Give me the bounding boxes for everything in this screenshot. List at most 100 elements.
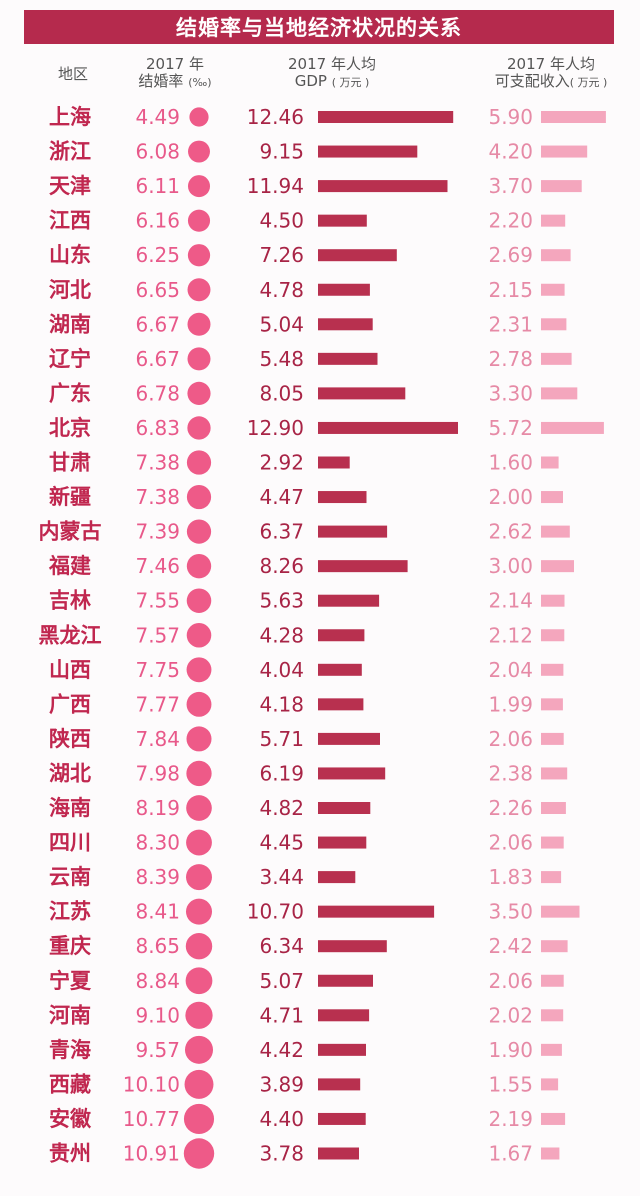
- income-bar: [541, 594, 565, 607]
- income-bar: [541, 387, 578, 400]
- gdp-bar: [318, 732, 380, 745]
- region-label: 安徽: [49, 1107, 92, 1131]
- gdp-bar: [318, 905, 435, 918]
- income-bar: [541, 180, 582, 193]
- rate-dot: [186, 588, 212, 613]
- header-income-line2: 可支配收入( 万元 ): [466, 73, 636, 91]
- income-bar: [541, 871, 562, 884]
- header-gdp-unit: ( 万元 ): [331, 76, 370, 89]
- rate-dot: [189, 107, 209, 127]
- income-value-label: 2.06: [488, 831, 533, 855]
- region-label: 青海: [49, 1038, 91, 1062]
- gdp-value-label: 5.48: [259, 347, 304, 371]
- income-bar: [541, 663, 564, 676]
- income-value-label: 1.99: [488, 692, 533, 716]
- header-rate-label: 结婚率: [138, 72, 184, 90]
- rate-dot: [187, 209, 211, 232]
- gdp-bar: [318, 1009, 370, 1022]
- income-bar: [541, 421, 604, 434]
- gdp-value-label: 5.71: [259, 727, 304, 751]
- rate-value-label: 10.77: [123, 1107, 180, 1131]
- income-value-label: 1.67: [488, 1142, 533, 1166]
- gdp-value-label: 4.45: [259, 831, 304, 855]
- income-bar: [541, 1112, 566, 1125]
- rate-dot: [184, 1069, 214, 1099]
- gdp-bar: [318, 1078, 361, 1091]
- rate-value-label: 6.83: [135, 416, 180, 440]
- gdp-value-label: 3.44: [259, 865, 304, 889]
- rate-dot: [187, 175, 211, 198]
- region-label: 广东: [49, 381, 91, 405]
- income-bar: [541, 525, 570, 538]
- gdp-bar: [318, 560, 408, 573]
- income-value-label: 2.15: [488, 278, 533, 302]
- gdp-bar: [318, 249, 397, 262]
- rate-value-label: 7.57: [135, 623, 180, 647]
- income-value-label: 3.30: [488, 381, 533, 405]
- region-label: 上海: [49, 105, 91, 129]
- gdp-bar: [318, 871, 356, 884]
- rate-value-label: 8.39: [135, 865, 180, 889]
- rate-value-label: 9.10: [135, 1003, 180, 1027]
- rate-dot: [187, 278, 211, 302]
- rate-dot: [186, 484, 212, 510]
- income-value-label: 2.31: [488, 312, 533, 336]
- income-bar: [541, 1078, 559, 1091]
- income-value-label: 2.38: [488, 761, 533, 785]
- gdp-value-label: 4.82: [259, 796, 304, 820]
- income-value-label: 2.69: [488, 243, 533, 267]
- gdp-bar: [318, 940, 387, 953]
- gdp-value-label: 5.04: [259, 312, 304, 336]
- gdp-value-label: 10.70: [247, 900, 304, 924]
- income-value-label: 1.60: [488, 451, 533, 475]
- rate-dot: [185, 898, 213, 925]
- rate-value-label: 7.38: [135, 451, 180, 475]
- rate-dot: [186, 829, 212, 856]
- region-label: 宁夏: [49, 969, 92, 993]
- region-label: 西藏: [49, 1072, 91, 1096]
- rate-value-label: 7.55: [135, 589, 180, 613]
- income-value-label: 3.50: [488, 900, 533, 924]
- rate-value-label: 8.41: [135, 900, 180, 924]
- region-label: 浙江: [49, 140, 91, 164]
- income-bar: [541, 352, 572, 365]
- gdp-bar: [318, 594, 380, 607]
- income-value-label: 2.62: [488, 520, 533, 544]
- gdp-value-label: 4.18: [259, 692, 304, 716]
- region-label: 河北: [49, 278, 91, 302]
- rate-value-label: 6.65: [135, 278, 180, 302]
- income-value-label: 2.12: [488, 623, 533, 647]
- header-rate-unit: (‰): [188, 76, 212, 89]
- gdp-value-label: 4.47: [259, 485, 304, 509]
- income-value-label: 2.78: [488, 347, 533, 371]
- rate-dot: [186, 795, 212, 821]
- income-bar: [541, 145, 588, 158]
- gdp-value-label: 6.37: [259, 520, 304, 544]
- gdp-bar: [318, 974, 373, 987]
- rate-dot: [186, 760, 212, 787]
- region-label: 贵州: [49, 1142, 91, 1166]
- income-bar: [541, 491, 563, 504]
- income-bar: [541, 456, 559, 469]
- region-label: 北京: [49, 416, 91, 440]
- income-bar: [541, 732, 564, 745]
- header-income-label: 可支配收入: [494, 72, 570, 90]
- rate-value-label: 7.39: [135, 520, 180, 544]
- rate-dot: [185, 967, 213, 995]
- rate-value-label: 6.25: [135, 243, 180, 267]
- income-value-label: 2.26: [488, 796, 533, 820]
- header-income: 2017 年人均 可支配收入( 万元 ): [466, 56, 636, 91]
- rate-value-label: 9.57: [135, 1038, 180, 1062]
- rate-dot: [187, 244, 211, 267]
- rate-value-label: 10.10: [123, 1072, 180, 1096]
- gdp-bar: [318, 145, 418, 158]
- rate-dot: [187, 381, 211, 405]
- rate-dot: [186, 553, 212, 579]
- income-value-label: 2.02: [488, 1003, 533, 1027]
- region-label: 云南: [49, 865, 91, 889]
- income-value-label: 1.55: [488, 1072, 533, 1096]
- income-value-label: 1.83: [488, 865, 533, 889]
- income-bar: [541, 249, 571, 262]
- rate-value-label: 7.38: [135, 485, 180, 509]
- income-value-label: 2.04: [488, 658, 533, 682]
